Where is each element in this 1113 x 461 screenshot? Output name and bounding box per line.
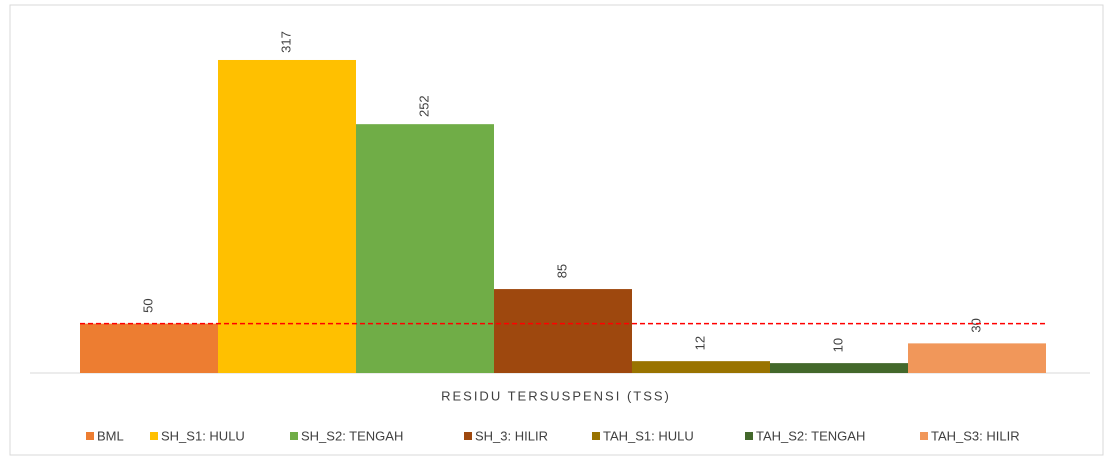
legend-swatch (920, 432, 928, 440)
data-label: 10 (830, 338, 845, 352)
legend-label: TAH_S1: HULU (603, 428, 694, 443)
data-label: 12 (692, 336, 707, 350)
legend-label: TAH_S3: HILIR (931, 428, 1020, 443)
legend-swatch (464, 432, 472, 440)
legend-swatch (745, 432, 753, 440)
legend-label: SH_S2: TENGAH (301, 428, 403, 443)
bar (218, 59, 356, 374)
legend-label: SH_3: HILIR (475, 428, 548, 443)
bar (80, 323, 218, 373)
legend-swatch (86, 432, 94, 440)
legend-swatch (290, 432, 298, 440)
data-label: 30 (968, 318, 983, 332)
bar (908, 343, 1046, 373)
bar (770, 363, 908, 373)
category-label: RESIDU TERSUSPENSI (TSS) (441, 388, 671, 403)
legend-swatch (150, 432, 158, 440)
bar (632, 361, 770, 373)
legend-swatch (592, 432, 600, 440)
bar (356, 124, 494, 373)
bar (494, 289, 632, 373)
chart-frame (9, 4, 1104, 456)
data-label: 50 (140, 298, 155, 312)
legend-label: SH_S1: HULU (161, 428, 245, 443)
legend-label: BML (97, 428, 124, 443)
data-label: 85 (554, 264, 569, 278)
legend-label: TAH_S2: TENGAH (756, 428, 865, 443)
data-label: 317 (278, 31, 293, 53)
data-label: 252 (416, 95, 431, 117)
